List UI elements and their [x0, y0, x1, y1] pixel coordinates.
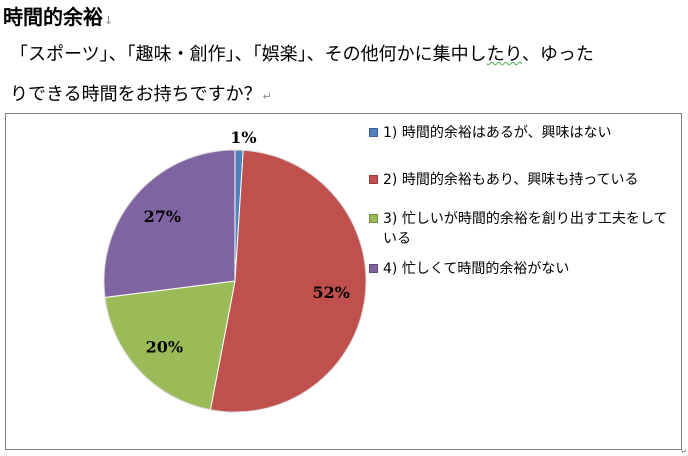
legend-label-1: 1) 時間的余裕はあるが、興味はない	[383, 125, 612, 141]
legend-swatch-1	[369, 128, 378, 137]
legend-item-2: 2) 時間的余裕もあり、興味も持っている	[365, 170, 681, 190]
pie-slice-3[interactable]	[104, 280, 236, 411]
legend-item-1: 1) 時間的余裕はあるが、興味はない	[365, 123, 681, 143]
heading-title: 時間的余裕	[3, 5, 103, 29]
pie-outline	[103, 149, 367, 413]
question-text-1b: 、ゆった	[521, 44, 594, 65]
question-text-1a: 「スポーツ」、「趣味・創作」、「娯楽」、その他何かに集中したり	[10, 44, 522, 65]
legend-label-2: 2) 時間的余裕もあり、興味も持っている	[383, 172, 639, 188]
legend-item-3: 3) 忙しいが時間的余裕を創り出す工夫をしている	[365, 209, 681, 249]
spellcheck-underline: たり	[486, 44, 522, 65]
pie-slice-2[interactable]	[209, 149, 367, 413]
legend-swatch-3	[369, 214, 378, 223]
pie-label-4: 27%	[144, 207, 181, 226]
pie-slice-4[interactable]	[103, 149, 236, 298]
end-mark-icon: ↵	[681, 447, 688, 456]
return-mark-icon: ↵	[262, 90, 272, 103]
question-text-2: りできる時間をお持ちですか？	[10, 84, 262, 105]
pie-label-2: 52%	[312, 283, 349, 302]
heading: 時間的余裕↓	[3, 2, 113, 36]
legend-item-4: 4) 忙しくて時間的余裕がない	[365, 259, 681, 279]
pie-label-1: 1%	[230, 128, 256, 147]
pie-chart: 1% 52% 20% 27%	[103, 128, 367, 413]
legend-swatch-2	[369, 175, 378, 184]
paragraph-mark-icon: ↓	[104, 14, 114, 27]
question-line-1: 「スポーツ」、「趣味・創作」、「娯楽」、その他何かに集中したり、ゆった	[10, 40, 686, 70]
question-line-2: りできる時間をお持ちですか？↵	[10, 80, 686, 112]
legend-label-3: 3) 忙しいが時間的余裕を創り出す工夫をしている	[383, 211, 668, 247]
legend-label-4: 4) 忙しくて時間的余裕がない	[383, 261, 570, 277]
legend-swatch-4	[369, 264, 378, 273]
pie-label-3: 20%	[146, 337, 183, 356]
pie-chart-frame[interactable]: 1% 52% 20% 27% 1) 時間的余裕はあるが、興味はない 2) 時間的余裕もあ…	[5, 113, 682, 450]
